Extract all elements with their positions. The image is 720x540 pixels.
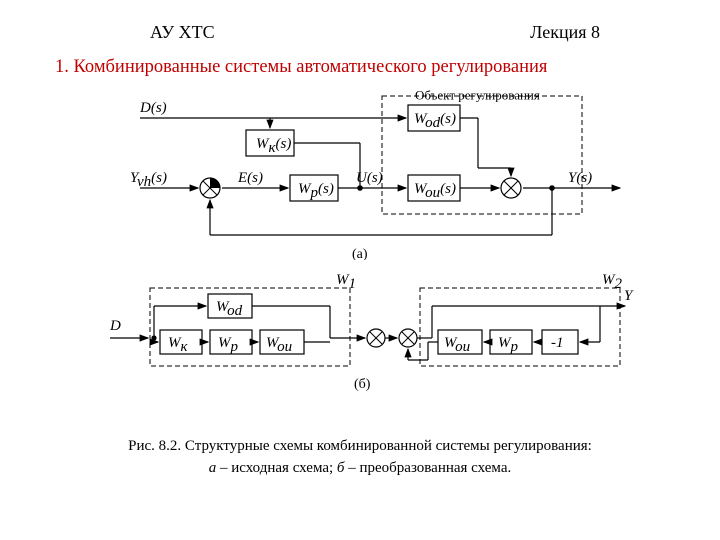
sum-junction-1 [200, 178, 220, 198]
U-s-label: U(s) [356, 170, 383, 186]
sum-b-1 [367, 329, 385, 347]
Y-label: Y [624, 288, 634, 304]
diagram-b: W1 W2 Wod Wк Wр Wou Wou Wр -1 [80, 270, 640, 410]
Wou-block: Wou(s) [408, 175, 460, 201]
sum-junction-2 [501, 178, 521, 198]
Wp-b2-block: Wр [490, 330, 532, 355]
header-right: Лекция 8 [530, 22, 600, 43]
D-s-label: D(s) [139, 100, 167, 116]
Wp-b-block: Wр [210, 330, 252, 355]
sum-b-2 [399, 329, 417, 347]
Wod-block: Wod(s) [408, 105, 460, 131]
section-title: 1. Комбинированные системы автоматическо… [0, 43, 720, 78]
caption-b-text: – преобразованная схема. [344, 460, 511, 476]
figure-caption: Рис. 8.2. Структурные схемы комбинирован… [0, 428, 720, 480]
Wou-b-block: Wou [260, 330, 304, 355]
Wp-block: Wр(s) [290, 175, 338, 201]
sub-a-label: (а) [352, 247, 368, 260]
W2-label: W2 [602, 272, 623, 292]
header-left: АУ ХТС [150, 22, 215, 43]
neg1-block: -1 [542, 330, 578, 354]
svg-text:-1: -1 [551, 335, 564, 351]
Wk-b-block: Wк [160, 330, 202, 355]
D-label: D [109, 318, 121, 334]
caption-a-text: – исходная схема; [216, 460, 337, 476]
header-row: АУ ХТС Лекция 8 [0, 0, 720, 43]
figure-area: Объект регулирования Wк(s) Wр(s) Wod(s) … [0, 78, 720, 428]
Yvh-label: Yvh(s) [130, 170, 167, 190]
object-label: Объект регулирования [415, 90, 540, 103]
caption-line1: Рис. 8.2. Структурные схемы комбинирован… [128, 438, 592, 454]
Wod-b-block: Wod [208, 294, 252, 319]
W1-label: W1 [336, 272, 356, 292]
E-s-label: E(s) [237, 170, 263, 186]
Wou-b2-block: Wou [438, 330, 482, 355]
diagram-a: Объект регулирования Wк(s) Wр(s) Wod(s) … [80, 90, 640, 260]
sub-b-label: (б) [354, 377, 371, 392]
Wk-block: Wк(s) [246, 130, 294, 156]
Y-s-label: Y(s) [568, 170, 592, 186]
